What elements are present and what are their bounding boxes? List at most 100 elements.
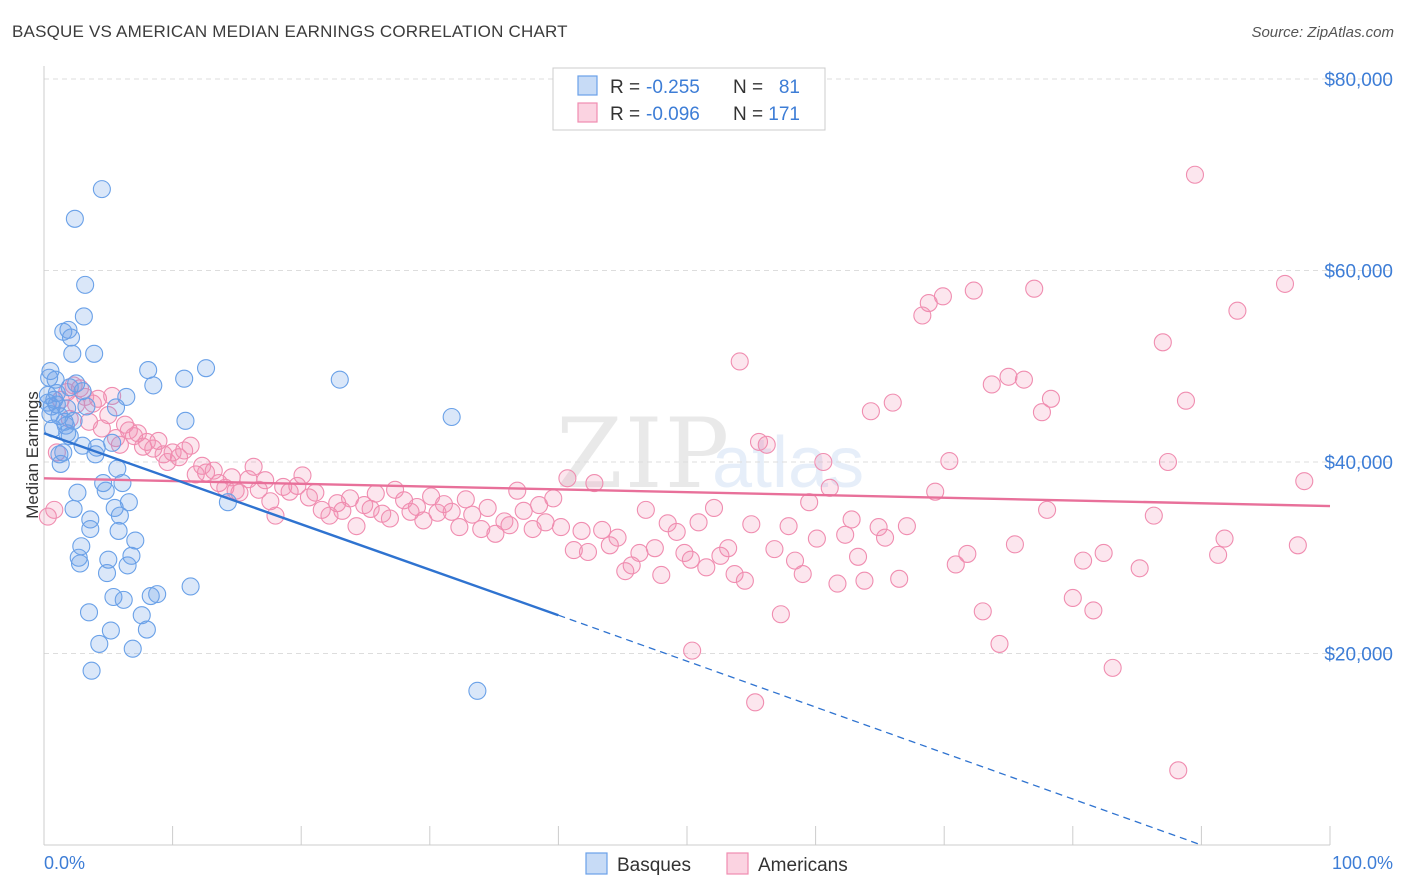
american-point: [1103, 658, 1122, 677]
basque-point: [61, 328, 81, 347]
legend-swatch-americans: [577, 102, 598, 123]
american-point: [742, 515, 761, 534]
american-point: [564, 541, 583, 560]
legend-r-value-americans: -0.096: [646, 104, 700, 125]
basque-point: [81, 519, 100, 539]
series-legend: Basques Americans: [585, 852, 848, 876]
y-tick-label: $60,000: [1324, 262, 1393, 283]
american-point: [486, 524, 505, 543]
american-point: [958, 544, 977, 563]
basque-point: [442, 407, 461, 427]
basque-point: [103, 433, 122, 452]
basque-point: [137, 620, 156, 639]
american-point: [1169, 761, 1188, 780]
american-point: [652, 565, 671, 585]
basque-point: [77, 397, 96, 416]
source-label: Source: ZipAtlas.com: [1251, 24, 1394, 41]
american-point: [926, 482, 945, 501]
american-point: [380, 509, 399, 528]
american-point: [306, 483, 325, 502]
basque-point: [85, 344, 104, 363]
legend-r-label-2: R =: [610, 104, 640, 125]
basque-point: [126, 531, 145, 550]
american-point: [1275, 274, 1295, 293]
american-point: [1014, 370, 1033, 389]
american-point: [1032, 403, 1051, 422]
american-point: [45, 500, 64, 519]
basque-point: [51, 454, 70, 473]
axes: [43, 66, 1331, 846]
american-point: [990, 634, 1009, 653]
american-point: [450, 518, 469, 537]
american-point: [366, 484, 385, 503]
basque-point: [54, 443, 73, 462]
american-point: [779, 517, 798, 536]
american-point: [807, 529, 826, 548]
american-point: [964, 281, 983, 300]
basque-point: [47, 395, 66, 414]
basque-point: [46, 370, 65, 389]
american-point: [414, 511, 433, 530]
basques-trendline-extension: [558, 614, 1202, 846]
american-point: [536, 513, 555, 532]
american-point: [1094, 543, 1113, 563]
american-point: [771, 605, 790, 624]
american-point: [1005, 535, 1024, 554]
american-point: [897, 517, 916, 536]
american-point: [814, 452, 833, 472]
american-point: [636, 500, 655, 519]
basque-point: [468, 681, 487, 700]
american-point: [1084, 601, 1103, 620]
american-point: [883, 393, 902, 412]
american-point: [848, 547, 868, 566]
basque-point: [330, 370, 349, 389]
basque-point: [117, 387, 136, 406]
basque-point: [41, 361, 60, 381]
american-point: [551, 518, 571, 537]
american-point: [558, 469, 577, 488]
american-point: [667, 522, 686, 541]
american-point: [47, 443, 66, 462]
american-point: [181, 436, 200, 455]
basque-point: [99, 550, 118, 569]
basque-point: [74, 307, 93, 326]
american-point: [244, 457, 263, 476]
basque-point: [72, 537, 91, 556]
basque-point: [69, 548, 88, 567]
american-point: [1038, 500, 1057, 519]
american-point: [288, 476, 307, 495]
gridlines: [44, 78, 1394, 654]
basque-point: [122, 546, 141, 565]
americans-points: [38, 165, 1314, 780]
basque-point: [144, 376, 163, 395]
american-point: [933, 287, 952, 306]
legend-r-label: R =: [610, 77, 640, 98]
american-point: [940, 451, 959, 471]
american-point: [293, 466, 312, 485]
basque-point: [132, 606, 151, 625]
american-point: [256, 471, 275, 490]
american-point: [514, 501, 533, 520]
american-point: [500, 516, 519, 535]
american-point: [478, 498, 497, 518]
american-point: [1185, 165, 1205, 184]
american-point: [704, 498, 724, 518]
american-point: [508, 481, 527, 500]
american-point: [890, 569, 909, 588]
american-point: [746, 693, 765, 712]
basque-point: [118, 556, 137, 575]
legend-n-label-2: N =: [733, 104, 763, 125]
basque-point: [181, 577, 200, 596]
american-point: [999, 367, 1018, 386]
american-point: [1041, 389, 1060, 408]
american-point: [593, 520, 612, 540]
basque-point: [176, 411, 195, 430]
basque-point: [139, 361, 158, 380]
american-point: [725, 564, 744, 584]
american-point: [1209, 545, 1228, 564]
american-point: [1074, 551, 1093, 570]
american-point: [855, 571, 874, 590]
bottom-legend-swatch-basques: [585, 852, 608, 875]
basques-points: [38, 180, 487, 700]
american-point: [99, 406, 118, 425]
